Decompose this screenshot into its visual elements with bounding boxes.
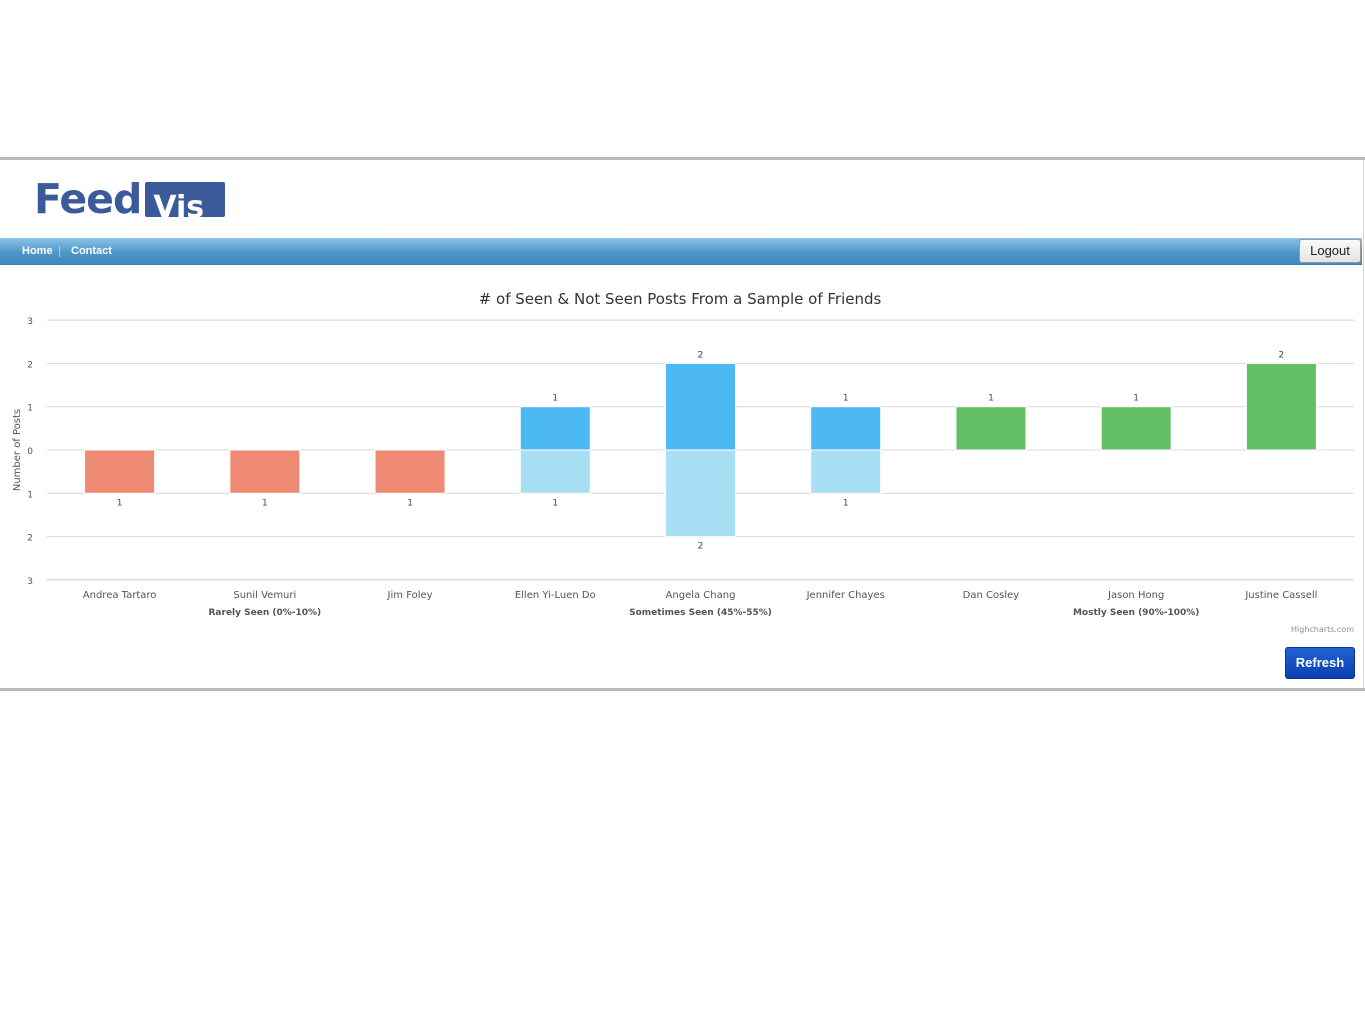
data-label: 2 bbox=[698, 350, 704, 360]
y-axis-label: Number of Posts bbox=[12, 409, 23, 491]
nav-bar: Home Contact Logout bbox=[0, 238, 1362, 265]
y-tick-label: 1 bbox=[27, 404, 33, 414]
logo-vis-text: Vis bbox=[145, 181, 226, 217]
bar bbox=[665, 449, 736, 538]
bar bbox=[1100, 406, 1172, 451]
logout-button[interactable]: Logout bbox=[1299, 239, 1361, 263]
app-frame: Feed Vis Home Contact Logout # of Seen &… bbox=[0, 157, 1365, 691]
seen-posts-chart: # of Seen & Not Seen Posts From a Sample… bbox=[12, 290, 1354, 634]
y-tick-label: 3 bbox=[27, 577, 33, 587]
data-label: 1 bbox=[1133, 394, 1139, 404]
y-tick-label: 2 bbox=[27, 534, 33, 544]
data-label: 2 bbox=[1279, 350, 1285, 360]
x-category-label: Jim Foley bbox=[387, 590, 433, 601]
chart-credit: Highcharts.com bbox=[1291, 625, 1354, 634]
bar bbox=[84, 449, 156, 494]
x-category-label: Andrea Tartaro bbox=[83, 590, 157, 601]
x-category-label: Jason Hong bbox=[1107, 590, 1164, 601]
x-group-label: Mostly Seen (90%-100%) bbox=[1073, 608, 1199, 618]
chart-title: # of Seen & Not Seen Posts From a Sample… bbox=[479, 290, 882, 308]
logo-feed-text: Feed bbox=[34, 175, 142, 223]
y-tick-label: 1 bbox=[27, 490, 33, 500]
refresh-button[interactable]: Refresh bbox=[1285, 647, 1355, 679]
bar bbox=[519, 406, 591, 451]
data-label: 1 bbox=[117, 498, 123, 508]
x-group-label: Sometimes Seen (45%-55%) bbox=[629, 608, 772, 618]
x-category-label: Ellen Yi-Luen Do bbox=[515, 590, 596, 601]
x-category-label: Angela Chang bbox=[666, 590, 736, 601]
bar bbox=[665, 362, 736, 451]
x-category-label: Jennifer Chayes bbox=[806, 590, 885, 601]
data-label: 1 bbox=[988, 394, 994, 404]
data-label: 1 bbox=[262, 498, 268, 508]
x-category-label: Justine Cassell bbox=[1244, 590, 1317, 601]
data-label: 1 bbox=[843, 498, 849, 508]
x-category-label: Dan Cosley bbox=[963, 590, 1020, 601]
bar bbox=[1245, 362, 1317, 451]
bar bbox=[955, 406, 1027, 451]
data-label: 2 bbox=[698, 542, 704, 552]
bar bbox=[810, 406, 882, 451]
feedvis-logo: Feed Vis bbox=[34, 175, 226, 223]
data-label: 1 bbox=[843, 394, 849, 404]
y-tick-label: 0 bbox=[27, 447, 33, 457]
frame-edge bbox=[1363, 160, 1364, 688]
nav-separator bbox=[59, 246, 60, 257]
bar bbox=[229, 449, 301, 494]
data-label: 1 bbox=[407, 498, 413, 508]
y-tick-label: 3 bbox=[27, 317, 33, 327]
x-category-label: Sunil Vemuri bbox=[233, 590, 296, 601]
nav-home-link[interactable]: Home bbox=[22, 245, 53, 257]
x-group-label: Rarely Seen (0%-10%) bbox=[209, 608, 322, 618]
bar bbox=[374, 449, 446, 494]
bar bbox=[810, 449, 882, 494]
nav-contact-link[interactable]: Contact bbox=[71, 245, 112, 257]
data-label: 1 bbox=[552, 498, 558, 508]
y-tick-label: 2 bbox=[27, 360, 33, 370]
bar bbox=[519, 449, 591, 494]
data-label: 1 bbox=[552, 394, 558, 404]
